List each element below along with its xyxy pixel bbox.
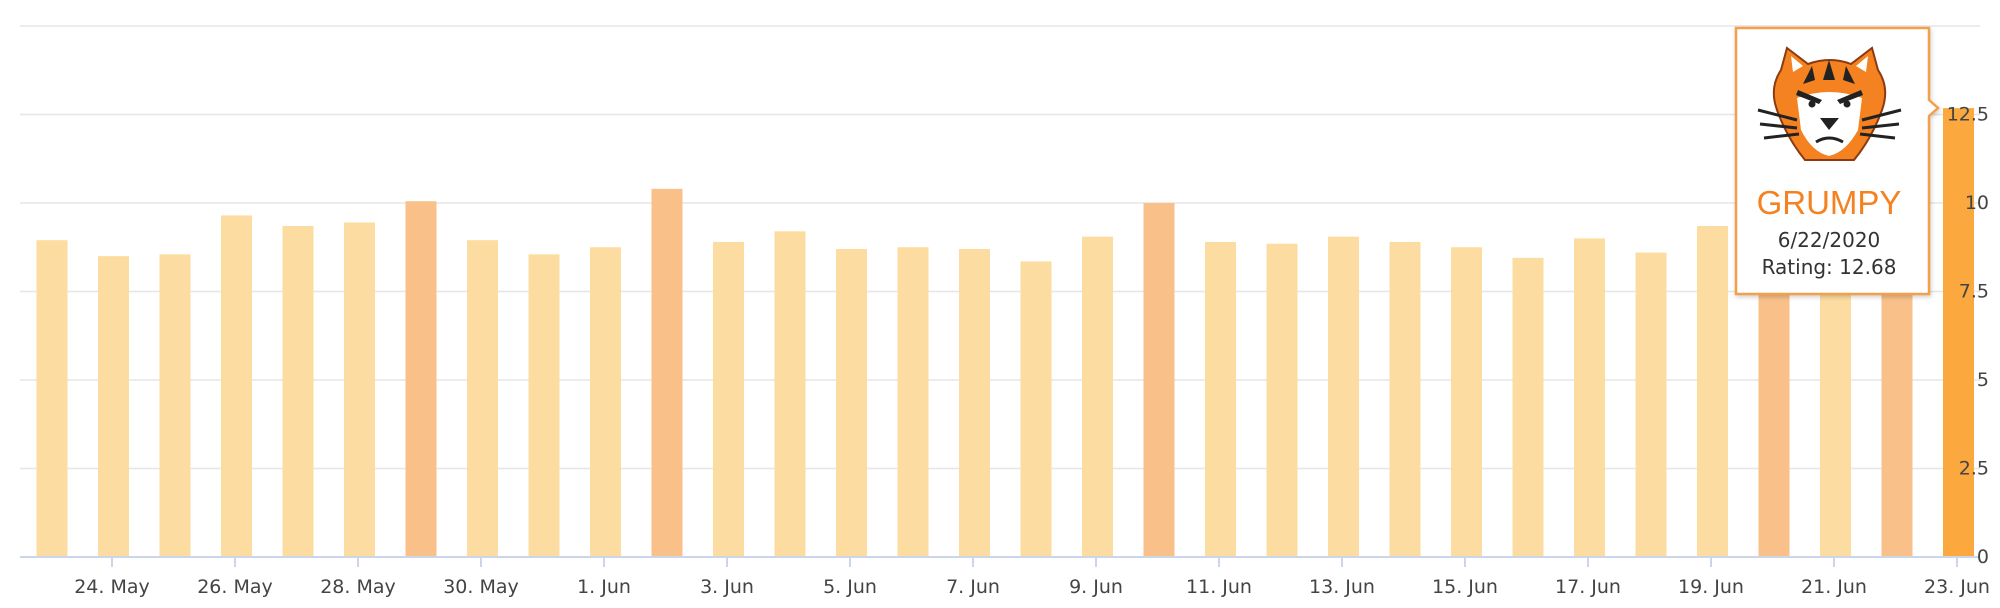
bar-2020-05-24[interactable] (159, 254, 191, 557)
x-tick-label: 30. May (443, 576, 519, 598)
y-tick-label: 7.5 (1959, 281, 1989, 303)
bar-2020-06-17[interactable] (1635, 252, 1667, 557)
bar-2020-06-04[interactable] (836, 249, 867, 557)
x-axis-labels: 24. May 26. May 28. May 30. May 1. Jun 3. Jun… (74, 576, 1990, 598)
bar-2020-06-16[interactable] (1574, 238, 1605, 557)
bar-2020-06-09[interactable] (1143, 203, 1175, 557)
y-tick-label: 2.5 (1959, 458, 1989, 480)
bar-2020-06-02[interactable] (713, 241, 744, 557)
bar-2020-06-07[interactable] (1020, 261, 1052, 557)
bar-2020-06-03[interactable] (774, 231, 806, 557)
grumpy-tiger-icon (1757, 46, 1902, 161)
bar-2020-06-14[interactable] (1451, 247, 1482, 557)
y-tick-label: 10 (1965, 192, 1989, 214)
bar-2020-06-01[interactable] (651, 188, 683, 557)
bar-2020-05-22[interactable] (36, 240, 68, 558)
y-tick-label: 0 (1977, 546, 1989, 568)
bar-2020-06-10[interactable] (1205, 241, 1236, 557)
tooltip: GRUMPY 6/22/2020 Rating: 12.68 (1734, 26, 1940, 296)
bar-2020-06-13[interactable] (1389, 241, 1421, 557)
x-tick-label: 9. Jun (1069, 576, 1123, 598)
x-tick-label: 26. May (197, 576, 273, 598)
x-tick-label: 5. Jun (823, 576, 877, 598)
bar-series (36, 108, 1974, 558)
x-tick-label: 15. Jun (1432, 576, 1498, 598)
x-tick-label: 28. May (320, 576, 396, 598)
bar-2020-05-31[interactable] (590, 247, 621, 557)
bar-2020-06-11[interactable] (1266, 243, 1298, 557)
x-tick-label: 7. Jun (946, 576, 1000, 598)
bar-2020-06-06[interactable] (959, 249, 990, 557)
bar-2020-06-18[interactable] (1697, 226, 1728, 557)
x-axis-ticks (111, 557, 1958, 567)
bar-2020-05-26[interactable] (282, 226, 314, 557)
x-tick-label: 17. Jun (1555, 576, 1621, 598)
tooltip-rating: Rating: 12.68 (1762, 255, 1897, 279)
bar-2020-06-15[interactable] (1512, 257, 1544, 557)
bar-2020-05-25[interactable] (221, 215, 252, 557)
y-gridlines (20, 25, 1980, 470)
bar-2020-05-29[interactable] (467, 240, 498, 558)
x-tick-label: 11. Jun (1186, 576, 1252, 598)
bar-2020-05-23[interactable] (98, 256, 129, 557)
x-tick-label: 13. Jun (1309, 576, 1375, 598)
bar-2020-05-30[interactable] (528, 254, 560, 557)
bar-2020-06-08[interactable] (1082, 236, 1113, 557)
y-tick-label: 12.5 (1947, 104, 1989, 126)
bar-2020-05-27[interactable] (344, 222, 375, 557)
bar-2020-06-12[interactable] (1328, 236, 1359, 557)
x-tick-label: 21. Jun (1801, 576, 1867, 598)
tooltip-date: 6/22/2020 (1778, 228, 1881, 252)
x-tick-label: 24. May (74, 576, 150, 598)
x-tick-label: 19. Jun (1678, 576, 1744, 598)
x-tick-label: 23. Jun (1924, 576, 1990, 598)
bar-2020-05-28[interactable] (405, 201, 437, 558)
bar-2020-06-05[interactable] (897, 247, 929, 557)
y-axis-labels: 0 2.5 5 7.5 10 12.5 (1947, 104, 1989, 569)
x-tick-label: 1. Jun (577, 576, 631, 598)
y-tick-label: 5 (1977, 369, 1989, 391)
bar-2020-06-22[interactable] (1943, 108, 1974, 558)
x-tick-label: 3. Jun (700, 576, 754, 598)
tooltip-mood: GRUMPY (1757, 184, 1902, 221)
